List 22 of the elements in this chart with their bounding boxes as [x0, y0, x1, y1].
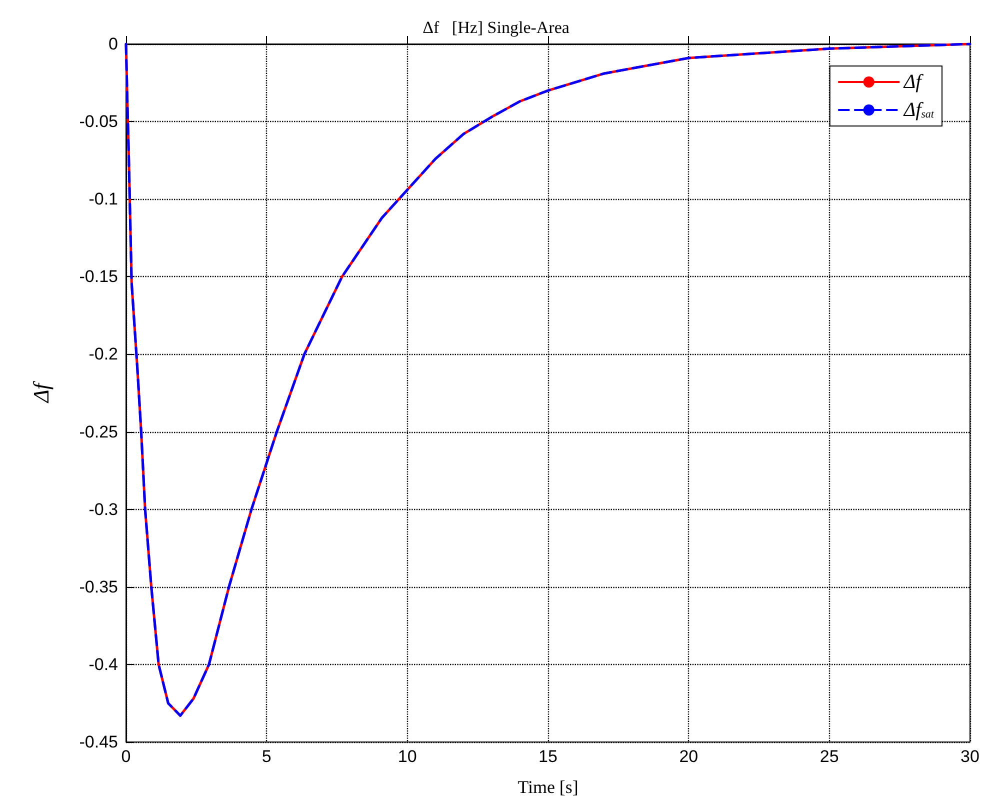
y-tick-label: -0.15: [79, 267, 118, 286]
x-tick-label: 20: [679, 747, 698, 766]
legend-label: Δf: [902, 71, 924, 93]
x-tick-label: 5: [262, 747, 272, 766]
x-tick-label: 0: [121, 747, 131, 766]
y-tick-label: 0: [108, 34, 118, 54]
y-tick-label: -0.35: [79, 577, 118, 596]
x-tick-label: 30: [960, 747, 980, 766]
y-tick-label: -0.05: [79, 112, 118, 132]
y-tick-label: -0.45: [79, 732, 118, 752]
y-tick-label: -0.3: [88, 500, 118, 519]
chart-title: Δf [Hz] Single-Area: [422, 18, 570, 37]
y-axis-title: Δf: [28, 380, 54, 404]
y-tick-label: -0.4: [88, 654, 118, 674]
x-tick-label: 10: [398, 747, 417, 766]
legend-label: Δfsat: [902, 99, 935, 121]
x-tick-label: 15: [538, 747, 558, 766]
y-tick-label: -0.1: [88, 190, 118, 209]
y-tick-label: -0.2: [88, 344, 118, 364]
y-tick-label: -0.25: [79, 422, 118, 442]
x-axis-title: Time [s]: [518, 777, 578, 797]
x-tick-label: 25: [820, 747, 839, 766]
